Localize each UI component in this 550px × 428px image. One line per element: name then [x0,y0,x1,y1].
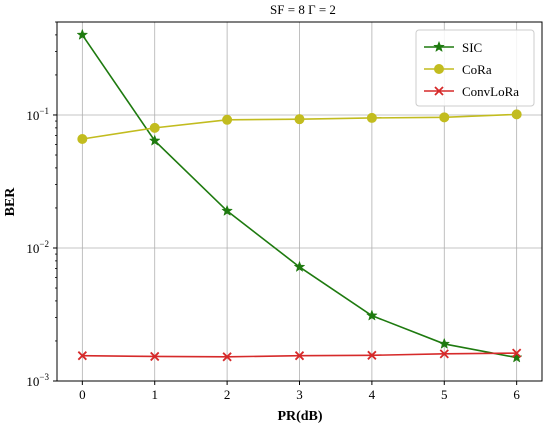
x-tick-label: 0 [79,387,86,402]
data-point-convlora [77,351,87,361]
legend-marker-sic [433,40,445,53]
y-axis-label: BER [3,187,18,217]
chart-title: SF = 8 Γ = 2 [270,2,336,17]
x-tick-label: 3 [296,387,303,402]
x-tick-label: 4 [369,387,376,402]
legend: SIC CoRa ConvLoRa [415,29,535,107]
legend-label-convlora: ConvLoRa [462,84,519,99]
data-point-sic [76,28,89,40]
legend-item-sic: SIC [424,40,482,55]
legend-label-sic: SIC [462,40,482,55]
x-tick-label: 1 [151,387,158,402]
data-point-convlora [150,351,160,362]
legend-item-cora: CoRa [424,62,492,77]
data-point-convlora [294,351,305,361]
data-point-sic [438,337,451,349]
y-tick-label: 10−1 [26,106,49,123]
data-point-sic [365,309,378,321]
data-point-cora [511,109,522,120]
data-point-cora [294,114,305,125]
legend-marker-cora [434,64,444,74]
x-tick-label: 6 [513,387,520,402]
x-tick-label: 2 [224,387,231,402]
legend-item-convlora: ConvLoRa [424,84,519,99]
data-point-sic [221,204,234,216]
data-point-convlora [222,352,232,362]
data-point-cora [366,112,377,123]
data-point-cora [439,112,450,123]
x-axis-ticks: 0 1 2 3 4 5 6 [79,381,520,402]
legend-marker-convlora [434,86,444,96]
data-point-cora [77,133,88,144]
series-cora [77,109,522,144]
y-axis-ticks: 10−1 10−2 10−3 [26,21,57,389]
data-point-convlora [367,350,377,360]
x-tick-label: 5 [441,387,448,402]
legend-box [415,29,535,107]
series-layer [76,28,523,363]
legend-label-cora: CoRa [462,62,492,77]
y-tick-label: 10−2 [26,239,49,256]
data-point-sic [293,260,306,272]
data-point-sic [148,134,161,146]
series-sic [76,28,523,363]
x-axis-label: PR(dB) [277,409,322,424]
series-convlora [77,348,522,362]
data-point-convlora [512,348,522,358]
data-point-convlora [439,349,449,359]
y-tick-label: 10−3 [26,372,49,389]
data-point-cora [222,114,233,125]
data-point-cora [149,122,160,133]
